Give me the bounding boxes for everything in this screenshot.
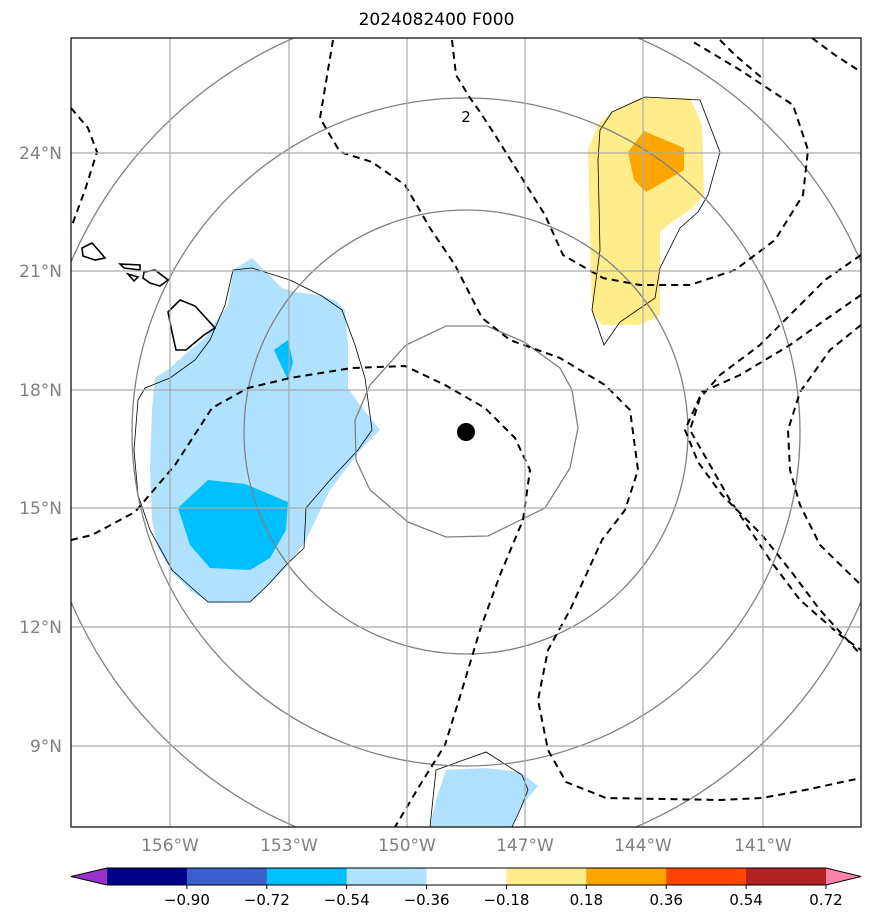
dashed-contour-east-outer bbox=[688, 254, 861, 651]
lon-label-144w: 144°W bbox=[614, 836, 672, 856]
dashed-contour-top-right bbox=[719, 39, 763, 79]
dashed-contour-east-inner bbox=[683, 294, 861, 656]
lat-label-12n: 12°N bbox=[19, 618, 62, 638]
grey-range-rings bbox=[71, 38, 861, 827]
map-title: 2024082400 F000 bbox=[358, 10, 515, 30]
lon-label-147w: 147°W bbox=[496, 836, 554, 856]
colorbar-segment bbox=[186, 868, 268, 885]
lon-label-150w: 150°W bbox=[378, 836, 436, 856]
contour-value-label: 2 bbox=[461, 108, 471, 126]
lat-label-18n: 18°N bbox=[19, 381, 62, 401]
deep-blue-shading-core bbox=[178, 480, 288, 570]
ring-2 bbox=[243, 209, 689, 655]
lon-label-153w: 153°W bbox=[260, 836, 318, 856]
dashed-contours bbox=[71, 38, 861, 827]
lat-label-9n: 9°N bbox=[30, 737, 62, 757]
dashed-contour-far-east bbox=[786, 324, 861, 586]
island-maui bbox=[142, 269, 170, 287]
shaded-anomaly-fields bbox=[150, 98, 704, 827]
colorbar-segment bbox=[346, 868, 428, 885]
dashed-contour-north-middle bbox=[318, 39, 861, 802]
orange-shading-core bbox=[628, 131, 684, 192]
colorbar-segment bbox=[107, 868, 188, 885]
colorbar-segment bbox=[506, 868, 587, 885]
island-oahu bbox=[117, 263, 141, 271]
map-gridlines bbox=[71, 38, 861, 827]
island-kauai bbox=[81, 242, 107, 261]
ring-3 bbox=[131, 97, 801, 767]
colorbar-extend-max bbox=[826, 868, 861, 885]
colorbar-tick-label: −0.18 bbox=[483, 891, 529, 909]
island-big-island bbox=[167, 299, 217, 351]
map-frame bbox=[70, 37, 862, 828]
dashed-contour-north-west bbox=[71, 107, 99, 229]
colorbar-tick-label: 0.18 bbox=[570, 891, 603, 909]
colorbar-tick-label: −0.90 bbox=[164, 891, 210, 909]
hawaii-coastlines bbox=[81, 242, 217, 351]
colorbar: −0.90 −0.72 −0.54 −0.36 −0.18 0.18 0.36 0.54 0.7… bbox=[70, 867, 862, 909]
colorbar-outline bbox=[70, 867, 862, 886]
light-blue-shading-south bbox=[430, 768, 538, 827]
dashed-contour-top-corner bbox=[811, 38, 861, 73]
shading-outlines bbox=[133, 96, 721, 827]
colorbar-tick-label: 0.36 bbox=[650, 891, 683, 909]
colorbar-segment bbox=[666, 868, 747, 885]
deep-blue-shading-small bbox=[274, 340, 293, 380]
storm-center-dot bbox=[457, 423, 475, 441]
longitude-labels: 156°W 153°W 150°W 147°W 144°W 141°W bbox=[141, 836, 792, 856]
colorbar-tick-label: −0.36 bbox=[404, 891, 450, 909]
island-molokai bbox=[125, 272, 140, 283]
colorbar-extend-min bbox=[71, 868, 107, 885]
colorbar-segment bbox=[586, 868, 667, 885]
colorbar-tick-label: 0.54 bbox=[729, 891, 762, 909]
lon-label-156w: 156°W bbox=[141, 836, 199, 856]
outline-west bbox=[133, 267, 373, 603]
dashed-contour-north-east bbox=[451, 39, 810, 286]
colorbar-segment bbox=[746, 868, 827, 885]
colorbar-segment bbox=[426, 868, 507, 885]
colorbar-tick-label: −0.54 bbox=[324, 891, 370, 909]
outline-north-east bbox=[591, 96, 721, 346]
lat-label-24n: 24°N bbox=[19, 144, 62, 164]
ring-inner bbox=[354, 325, 579, 538]
colorbar-tick-label: −0.72 bbox=[244, 891, 290, 909]
outline-south bbox=[429, 751, 529, 827]
lon-label-141w: 141°W bbox=[734, 836, 792, 856]
colorbar-tick-label: 0.72 bbox=[809, 891, 842, 909]
lat-label-21n: 21°N bbox=[19, 262, 62, 282]
colorbar-segment bbox=[266, 868, 348, 885]
latitude-labels: 24°N 21°N 18°N 15°N 12°N 9°N bbox=[19, 144, 62, 757]
lat-label-15n: 15°N bbox=[19, 499, 62, 519]
